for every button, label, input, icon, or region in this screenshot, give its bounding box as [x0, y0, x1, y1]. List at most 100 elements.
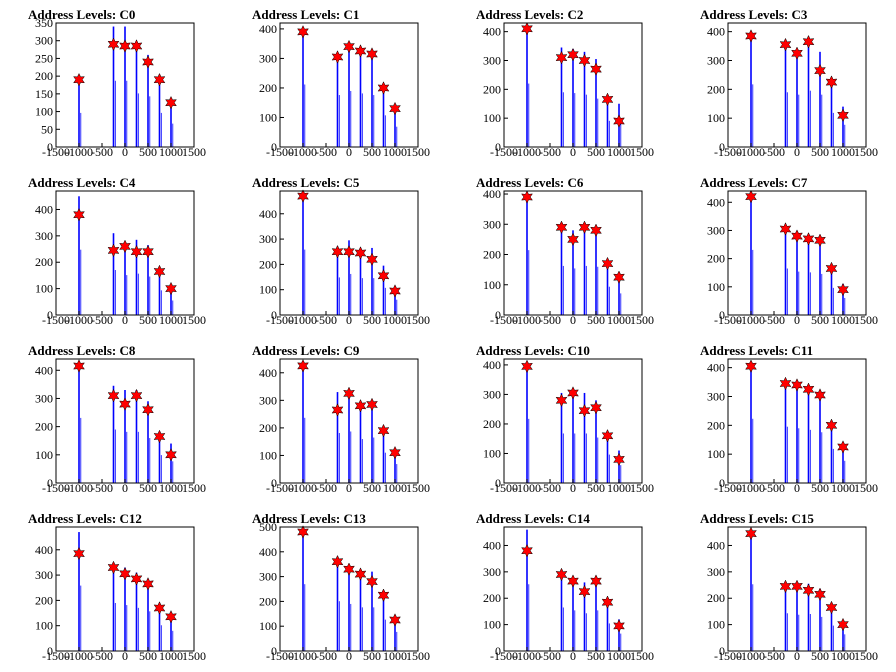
- star-marker: [590, 400, 602, 415]
- y-tick-label: 300: [707, 223, 725, 237]
- y-tick-label: 100: [707, 280, 725, 294]
- star-marker: [814, 63, 826, 78]
- star-marker: [153, 72, 166, 87]
- star-marker: [366, 397, 378, 412]
- star-marker: [613, 452, 625, 467]
- y-tick-label: 300: [259, 570, 277, 584]
- star-marker: [521, 359, 533, 374]
- y-tick-label: 400: [707, 25, 725, 39]
- x-tick-label: 1500: [854, 313, 878, 327]
- star-marker: [343, 39, 355, 54]
- chart-panel: Address Levels: C14 0 100 200 300 400 -1500-10…: [476, 511, 654, 663]
- star-marker: [377, 423, 390, 438]
- y-tick-label: 200: [259, 421, 277, 435]
- star-marker: [165, 95, 177, 110]
- x-tick-label: 1000: [607, 649, 631, 663]
- chart-panel: Address Levels: C3 0 100 200 300 400 -1500-100…: [700, 7, 878, 159]
- star-marker: [343, 244, 355, 259]
- y-tick-label: 0: [47, 476, 53, 490]
- y-tick-label: 100: [259, 448, 277, 462]
- star-marker: [354, 398, 367, 413]
- y-tick-label: 0: [719, 476, 725, 490]
- y-tick-label: 0: [719, 140, 725, 154]
- x-tick-label: 500: [139, 145, 157, 159]
- star-marker: [354, 567, 367, 581]
- star-marker: [119, 239, 131, 254]
- x-tick-label: -1000: [513, 313, 541, 327]
- x-tick-label: -1500: [714, 145, 742, 159]
- x-tick-label: 1500: [182, 145, 206, 159]
- star-marker: [297, 525, 309, 539]
- x-tick-label: -1000: [737, 145, 765, 159]
- x-tick-label: 1000: [159, 649, 183, 663]
- x-tick-label: -1000: [513, 481, 541, 495]
- star-marker: [802, 34, 815, 49]
- x-tick-label: -1500: [266, 649, 294, 663]
- star-marker: [567, 574, 579, 588]
- chart-title: Address Levels: C0: [28, 7, 135, 22]
- x-tick-label: 0: [122, 481, 128, 495]
- x-tick-label: 500: [811, 481, 829, 495]
- star-marker: [578, 403, 591, 418]
- x-tick-label: -500: [91, 481, 113, 495]
- y-tick-label: 200: [483, 248, 501, 262]
- x-tick-label: -500: [91, 313, 113, 327]
- star-marker: [802, 382, 815, 397]
- y-tick-label: 200: [259, 257, 277, 271]
- x-tick-label: -1500: [42, 649, 70, 663]
- x-tick-label: 0: [346, 481, 352, 495]
- star-marker: [389, 445, 401, 460]
- y-tick-label: 100: [35, 448, 53, 462]
- star-marker: [73, 72, 85, 87]
- star-marker: [366, 574, 378, 589]
- y-tick-label: 300: [35, 229, 53, 243]
- x-tick-label: 1000: [831, 145, 855, 159]
- y-tick-label: 300: [259, 393, 277, 407]
- x-tick-label: -1000: [289, 649, 317, 663]
- y-tick-label: 400: [483, 187, 501, 201]
- y-tick-label: 200: [259, 81, 277, 95]
- star-marker: [73, 546, 85, 561]
- y-tick-label: 100: [259, 283, 277, 297]
- chart-title: Address Levels: C8: [28, 343, 136, 358]
- x-tick-label: -1000: [289, 481, 317, 495]
- x-tick-label: 1500: [630, 313, 654, 327]
- chart-panel: Address Levels: C15 0 100 200 300 400 -1500-10…: [700, 511, 878, 663]
- y-tick-label: 0: [47, 308, 53, 322]
- x-tick-label: 1500: [182, 313, 206, 327]
- x-tick-label: 1500: [406, 145, 430, 159]
- y-tick-label: 300: [483, 53, 501, 67]
- y-tick-label: 100: [707, 447, 725, 461]
- star-marker: [130, 388, 143, 403]
- x-tick-label: 500: [363, 313, 381, 327]
- x-tick-label: 0: [570, 313, 576, 327]
- star-marker: [297, 359, 309, 373]
- chart-panel: Address Levels: C5 0 100 200 300 400 -1500-100…: [252, 175, 430, 327]
- star-marker: [119, 397, 131, 411]
- star-marker: [119, 567, 131, 581]
- star-marker: [521, 190, 533, 204]
- y-tick-label: 200: [707, 252, 725, 266]
- y-tick-label: 200: [35, 255, 53, 269]
- x-tick-label: -1000: [289, 313, 317, 327]
- y-tick-label: 300: [707, 565, 725, 579]
- star-marker: [297, 25, 309, 39]
- y-tick-label: 50: [41, 122, 53, 136]
- x-tick-label: 1000: [831, 649, 855, 663]
- x-tick-label: 0: [570, 481, 576, 495]
- x-tick-label: -500: [315, 145, 337, 159]
- y-tick-label: 200: [35, 69, 53, 83]
- star-marker: [555, 50, 568, 65]
- x-tick-label: -1500: [42, 481, 70, 495]
- x-tick-label: 500: [587, 313, 605, 327]
- y-tick-label: 400: [707, 361, 725, 375]
- x-tick-label: -1000: [65, 649, 93, 663]
- x-tick-label: 1000: [607, 313, 631, 327]
- star-marker: [802, 232, 815, 246]
- x-tick-label: -1500: [490, 481, 518, 495]
- x-tick-label: 0: [122, 145, 128, 159]
- x-tick-label: 1500: [406, 481, 430, 495]
- x-tick-label: 500: [363, 145, 381, 159]
- star-marker: [343, 562, 355, 577]
- star-marker: [590, 62, 602, 76]
